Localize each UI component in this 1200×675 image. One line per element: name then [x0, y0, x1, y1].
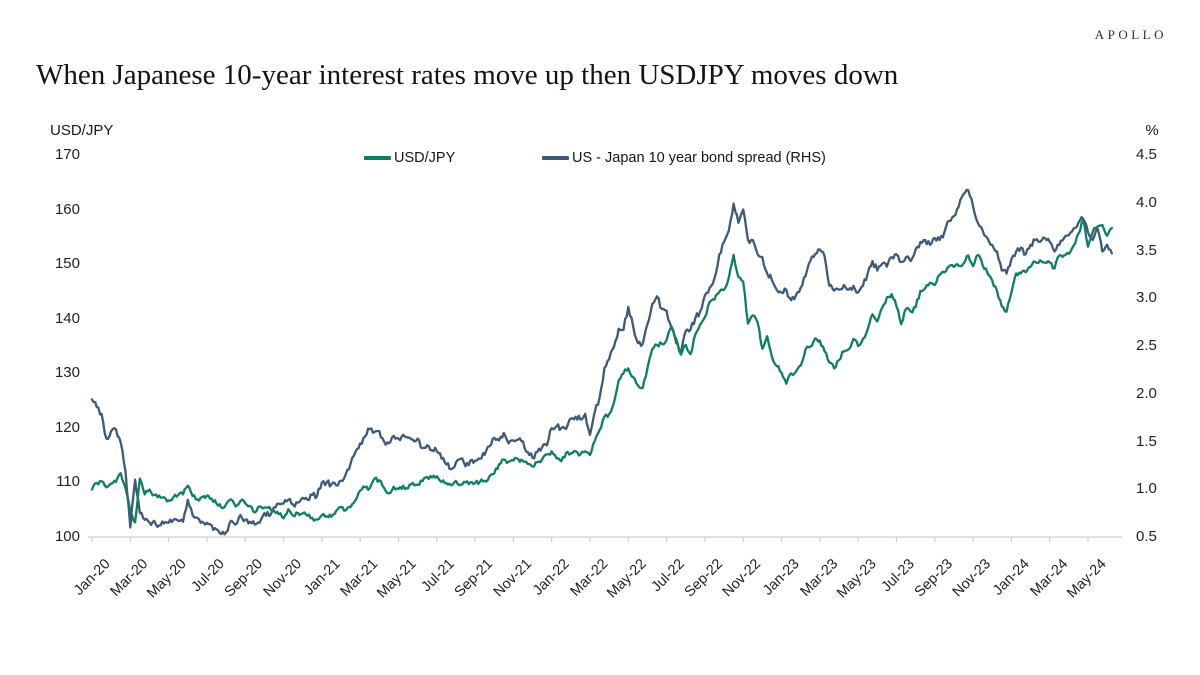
y-right-tick-label: 1.0	[1136, 480, 1157, 498]
y-left-tick-label: 110	[56, 473, 80, 491]
y-left-tick-label: 120	[54, 418, 80, 436]
spread-line	[90, 188, 1114, 536]
y-right-tick-label: 2.0	[1136, 384, 1157, 402]
legend-item-spread: US - Japan 10 year bond spread (RHS)	[542, 148, 826, 168]
y-left-tick-label: 160	[54, 200, 80, 218]
y-right-tick-label: 2.5	[1136, 337, 1157, 354]
y-right-tick-label: 4.5	[1136, 146, 1157, 163]
left-axis-unit-label: USD/JPY	[50, 122, 114, 139]
usdjpy-line	[90, 218, 1114, 524]
y-right-tick-label: 3.0	[1136, 289, 1157, 307]
y-left-tick-label: 130	[54, 364, 80, 382]
y-right-tick-label: 1.5	[1136, 432, 1157, 450]
legend: USD/JPY US - Japan 10 year bond spread (…	[0, 148, 1200, 168]
spread-line-swatch	[542, 156, 569, 160]
legend-label-spread: US - Japan 10 year bond spread (RHS)	[572, 150, 826, 166]
chart-title: When Japanese 10-year interest rates mov…	[36, 59, 899, 91]
y-left-tick-label: 140	[54, 309, 80, 327]
usdjpy-line-swatch	[364, 156, 391, 160]
y-right-tick-label: 3.5	[1136, 241, 1157, 259]
y-left-tick-label: 150	[54, 255, 80, 273]
legend-label-usdjpy: USD/JPY	[394, 150, 456, 166]
right-axis-unit-label: %	[1145, 122, 1159, 139]
y-left-tick-label: 170	[54, 146, 80, 163]
y-left-tick-label: 100	[54, 528, 80, 545]
y-right-tick-label: 0.5	[1136, 528, 1157, 545]
legend-item-usdjpy: USD/JPY	[364, 148, 455, 168]
y-right-tick-label: 4.0	[1136, 193, 1157, 211]
apollo-logo: APOLLO	[1094, 27, 1167, 42]
